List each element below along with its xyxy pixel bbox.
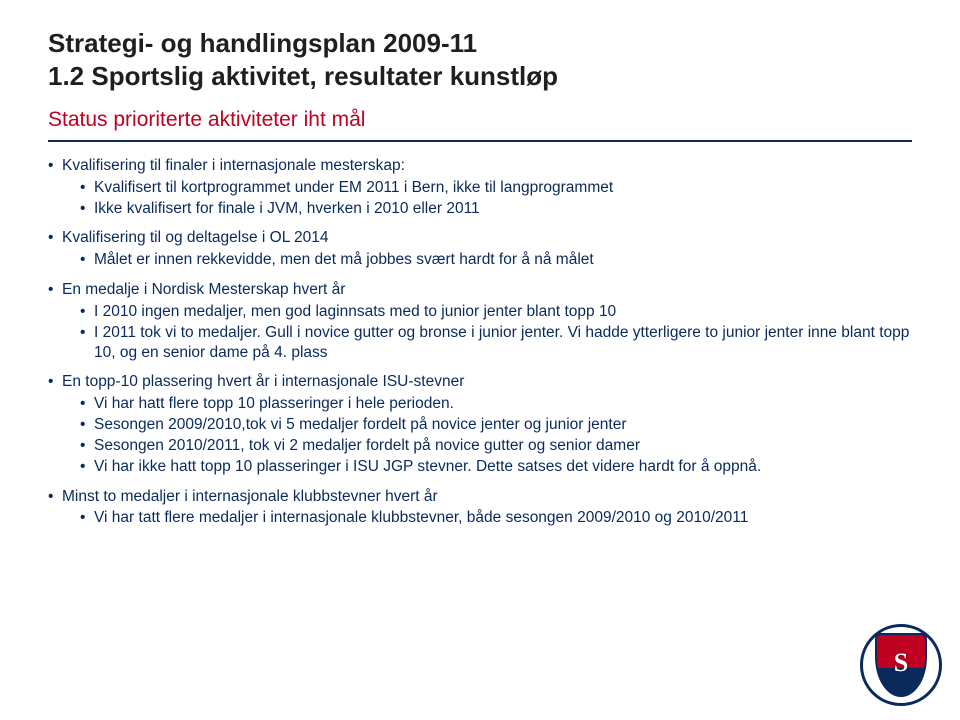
sub-bullet-item: Målet er innen rekkevidde, men det må jo… — [80, 250, 912, 270]
logo-letter: S — [894, 648, 908, 678]
bullet-list: Kvalifisering til finaler i internasjona… — [48, 156, 912, 528]
sub-bullet-list: Vi har hatt flere topp 10 plasseringer i… — [62, 394, 912, 476]
logo: S — [860, 624, 942, 706]
sub-bullet-item: I 2010 ingen medaljer, men god laginnsat… — [80, 302, 912, 322]
bullet-item: En topp-10 plassering hvert år i interna… — [48, 372, 912, 476]
bullet-item: En medalje i Nordisk Mesterskap hvert år… — [48, 280, 912, 362]
divider — [48, 140, 912, 142]
sub-bullet-item: Vi har tatt flere medaljer i internasjon… — [80, 508, 912, 528]
bullet-item: Kvalifisering til finaler i internasjona… — [48, 156, 912, 218]
title-line1: Strategi- og handlingsplan 2009-11 — [48, 28, 912, 59]
sub-bullet-item: Ikke kvalifisert for finale i JVM, hverk… — [80, 199, 912, 219]
sub-bullet-list: Målet er innen rekkevidde, men det må jo… — [62, 250, 912, 270]
sub-bullet-list: Kvalifisert til kortprogrammet under EM … — [62, 178, 912, 219]
sub-bullet-list: I 2010 ingen medaljer, men god laginnsat… — [62, 302, 912, 362]
status-label: Status prioriterte aktiviteter iht mål — [48, 108, 912, 132]
bullet-text: Minst to medaljer i internasjonale klubb… — [62, 488, 438, 505]
bullet-item: Kvalifisering til og deltagelse i OL 201… — [48, 228, 912, 270]
bullet-item: Minst to medaljer i internasjonale klubb… — [48, 487, 912, 529]
bullet-text: En topp-10 plassering hvert år i interna… — [62, 373, 464, 390]
sub-bullet-item: I 2011 tok vi to medaljer. Gull i novice… — [80, 323, 912, 363]
bullet-text: En medalje i Nordisk Mesterskap hvert år — [62, 281, 345, 298]
sub-bullet-item: Sesongen 2010/2011, tok vi 2 medaljer fo… — [80, 436, 912, 456]
bullet-text: Kvalifisering til og deltagelse i OL 201… — [62, 229, 329, 246]
sub-bullet-item: Kvalifisert til kortprogrammet under EM … — [80, 178, 912, 198]
sub-bullet-item: Sesongen 2009/2010,tok vi 5 medaljer for… — [80, 415, 912, 435]
logo-shield-wrap: S — [875, 633, 927, 697]
sub-bullet-list: Vi har tatt flere medaljer i internasjon… — [62, 508, 912, 528]
bullet-text: Kvalifisering til finaler i internasjona… — [62, 157, 405, 174]
logo-shield: S — [875, 633, 927, 697]
slide-content: Strategi- og handlingsplan 2009-11 1.2 S… — [0, 0, 960, 558]
title-line2: 1.2 Sportslig aktivitet, resultater kuns… — [48, 61, 912, 92]
sub-bullet-item: Vi har ikke hatt topp 10 plasseringer i … — [80, 457, 912, 477]
sub-bullet-item: Vi har hatt flere topp 10 plasseringer i… — [80, 394, 912, 414]
